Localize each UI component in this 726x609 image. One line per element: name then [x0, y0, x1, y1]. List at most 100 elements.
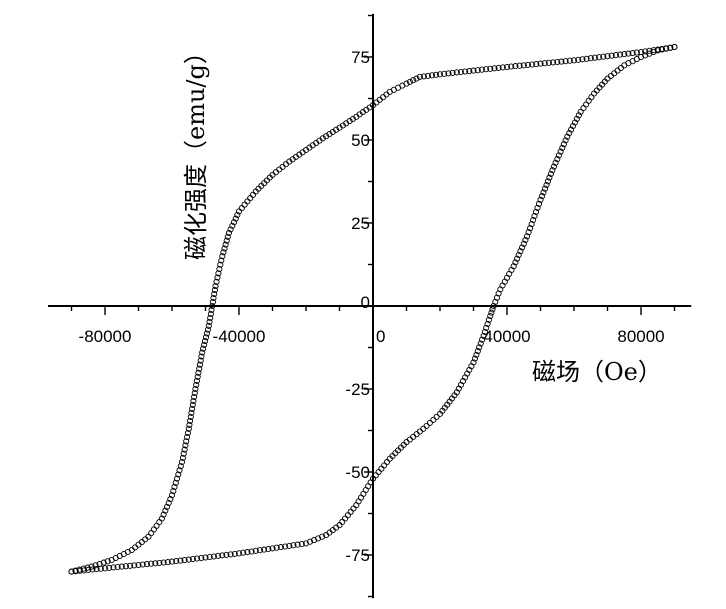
data-point	[515, 251, 522, 259]
data-point	[195, 369, 202, 376]
data-point	[315, 535, 322, 542]
data-point	[199, 349, 206, 356]
data-point	[88, 563, 95, 570]
data-point	[114, 563, 121, 571]
data-point	[489, 306, 496, 313]
data-point	[160, 559, 167, 566]
x-tick-label: 0	[376, 327, 385, 346]
data-point	[227, 551, 234, 558]
data-point	[135, 561, 142, 569]
data-point	[580, 105, 587, 112]
data-point	[474, 348, 481, 355]
data-point	[344, 512, 351, 519]
data-point	[347, 508, 354, 515]
data-point	[547, 170, 554, 177]
data-point	[650, 48, 657, 56]
data-point	[543, 181, 550, 189]
data-point	[546, 174, 553, 181]
data-point	[306, 538, 314, 545]
data-point	[495, 290, 502, 297]
data-point	[277, 544, 284, 551]
data-point	[286, 542, 293, 549]
data-point	[571, 119, 579, 126]
data-point	[516, 62, 523, 69]
data-point	[570, 57, 578, 64]
data-point	[191, 389, 198, 397]
data-point	[416, 428, 423, 435]
y-tick-label: -25	[345, 380, 370, 399]
data-point	[524, 61, 531, 68]
data-point	[213, 278, 220, 285]
data-point	[214, 274, 221, 281]
data-point	[247, 195, 254, 202]
data-point	[100, 559, 107, 566]
data-point	[194, 373, 201, 380]
data-point	[642, 52, 649, 59]
axes	[48, 13, 692, 599]
data-point	[588, 94, 595, 101]
data-point	[583, 101, 590, 108]
data-point	[545, 59, 552, 66]
data-point	[210, 553, 217, 560]
data-point	[162, 507, 169, 514]
data-point	[568, 126, 575, 133]
data-point	[512, 63, 519, 70]
data-point	[148, 530, 155, 537]
data-point	[540, 189, 547, 196]
data-point	[248, 548, 255, 555]
data-point	[206, 318, 213, 325]
data-point	[535, 200, 543, 207]
data-point	[184, 434, 191, 441]
data-point	[559, 144, 566, 151]
data-point	[470, 67, 477, 74]
data-point	[532, 208, 540, 215]
data-point	[241, 201, 248, 208]
x-tick-label: -40000	[213, 327, 266, 346]
data-point	[256, 547, 263, 554]
data-point	[470, 359, 477, 366]
data-point	[93, 566, 100, 573]
data-point	[227, 226, 234, 233]
data-point	[480, 332, 487, 339]
data-point	[182, 442, 189, 449]
ticks: -80000 -40000 0 40000 80000 -75 -50 -25 0 25 50 75	[70, 14, 676, 598]
data-point	[211, 287, 218, 294]
data-point	[375, 468, 382, 476]
data-point	[487, 65, 494, 72]
data-point	[173, 475, 181, 482]
data-point	[201, 341, 208, 348]
data-point	[471, 355, 478, 362]
data-point	[527, 225, 534, 232]
data-point	[319, 533, 326, 540]
data-point	[522, 236, 529, 244]
data-point	[479, 336, 486, 343]
data-point	[198, 554, 205, 562]
y-tick-label: 50	[351, 131, 370, 150]
data-point	[432, 71, 440, 78]
data-point	[524, 233, 531, 240]
data-point	[206, 553, 213, 561]
data-point	[194, 555, 201, 562]
data-point	[223, 551, 230, 558]
data-point	[600, 53, 607, 60]
data-point	[184, 429, 191, 437]
data-point	[143, 561, 150, 568]
data-point	[152, 560, 159, 567]
data-point	[139, 561, 146, 568]
data-point	[560, 141, 567, 148]
data-point	[441, 70, 448, 77]
data-point	[525, 229, 532, 236]
x-axis-title: 磁场（Oe）	[532, 358, 662, 386]
data-point	[163, 503, 171, 510]
data-point	[555, 152, 562, 159]
data-point	[216, 265, 223, 273]
x-tick-label: 80000	[617, 327, 664, 346]
y-axis-title: 磁化强度（emu/g）	[182, 40, 210, 260]
data-point	[629, 50, 636, 57]
data-point	[621, 51, 628, 58]
data-point	[457, 68, 464, 76]
data-point	[210, 294, 217, 302]
data-point	[176, 467, 183, 474]
data-point	[544, 178, 551, 185]
data-point	[191, 393, 198, 401]
